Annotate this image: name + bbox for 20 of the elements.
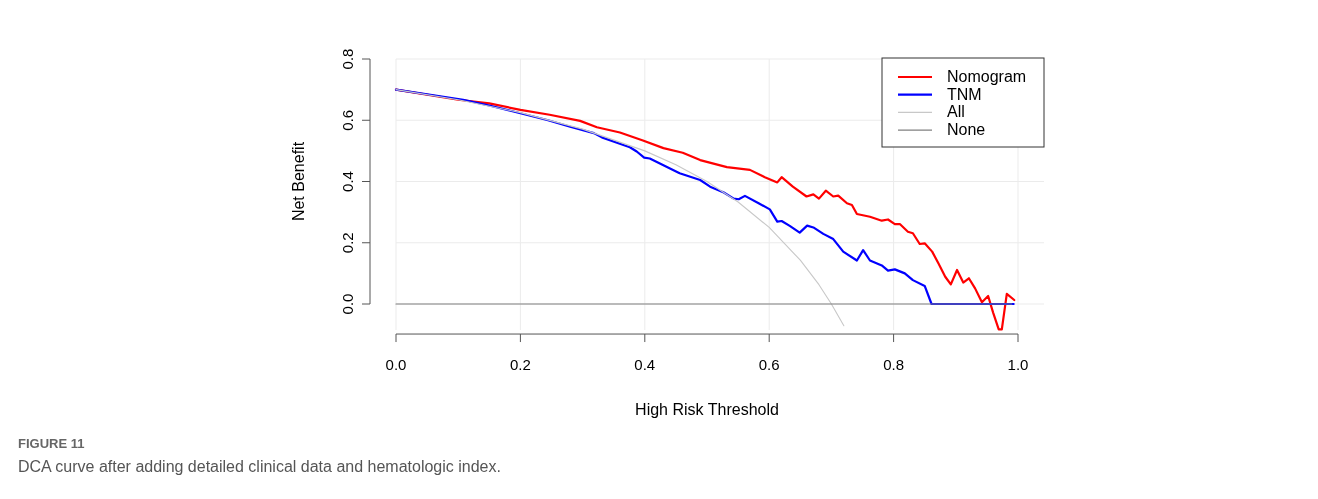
x-tick-label: 0.4	[634, 356, 656, 374]
x-axis-title: High Risk Threshold	[635, 401, 779, 419]
x-tick-label: 0.0	[385, 356, 407, 374]
x-tick-label: 0.2	[509, 356, 531, 374]
y-tick-label: 0.0	[339, 293, 356, 315]
text: DCA curve after adding detailed clinical data and hematologic index.	[18, 458, 501, 475]
x-tick-label: 0.6	[758, 356, 780, 374]
y-axis-title: Net Benefit	[290, 141, 307, 222]
x-tick-label: 1.0	[1007, 356, 1029, 374]
legend-label: All	[947, 103, 965, 121]
legend-label: TNM	[947, 85, 982, 103]
line-series	[395, 89, 845, 327]
y-tick-label: 0.2	[339, 232, 356, 254]
caption: FIGURE 11	[18, 436, 85, 451]
legend-label: Nomogram	[947, 68, 1027, 85]
x-tick-label: 0.8	[883, 356, 905, 374]
legend-label: None	[947, 121, 986, 139]
y-tick-label: 0.8	[339, 48, 356, 70]
y-tick-label: 0.4	[339, 171, 356, 192]
y-tick-label: 0.6	[339, 109, 356, 131]
